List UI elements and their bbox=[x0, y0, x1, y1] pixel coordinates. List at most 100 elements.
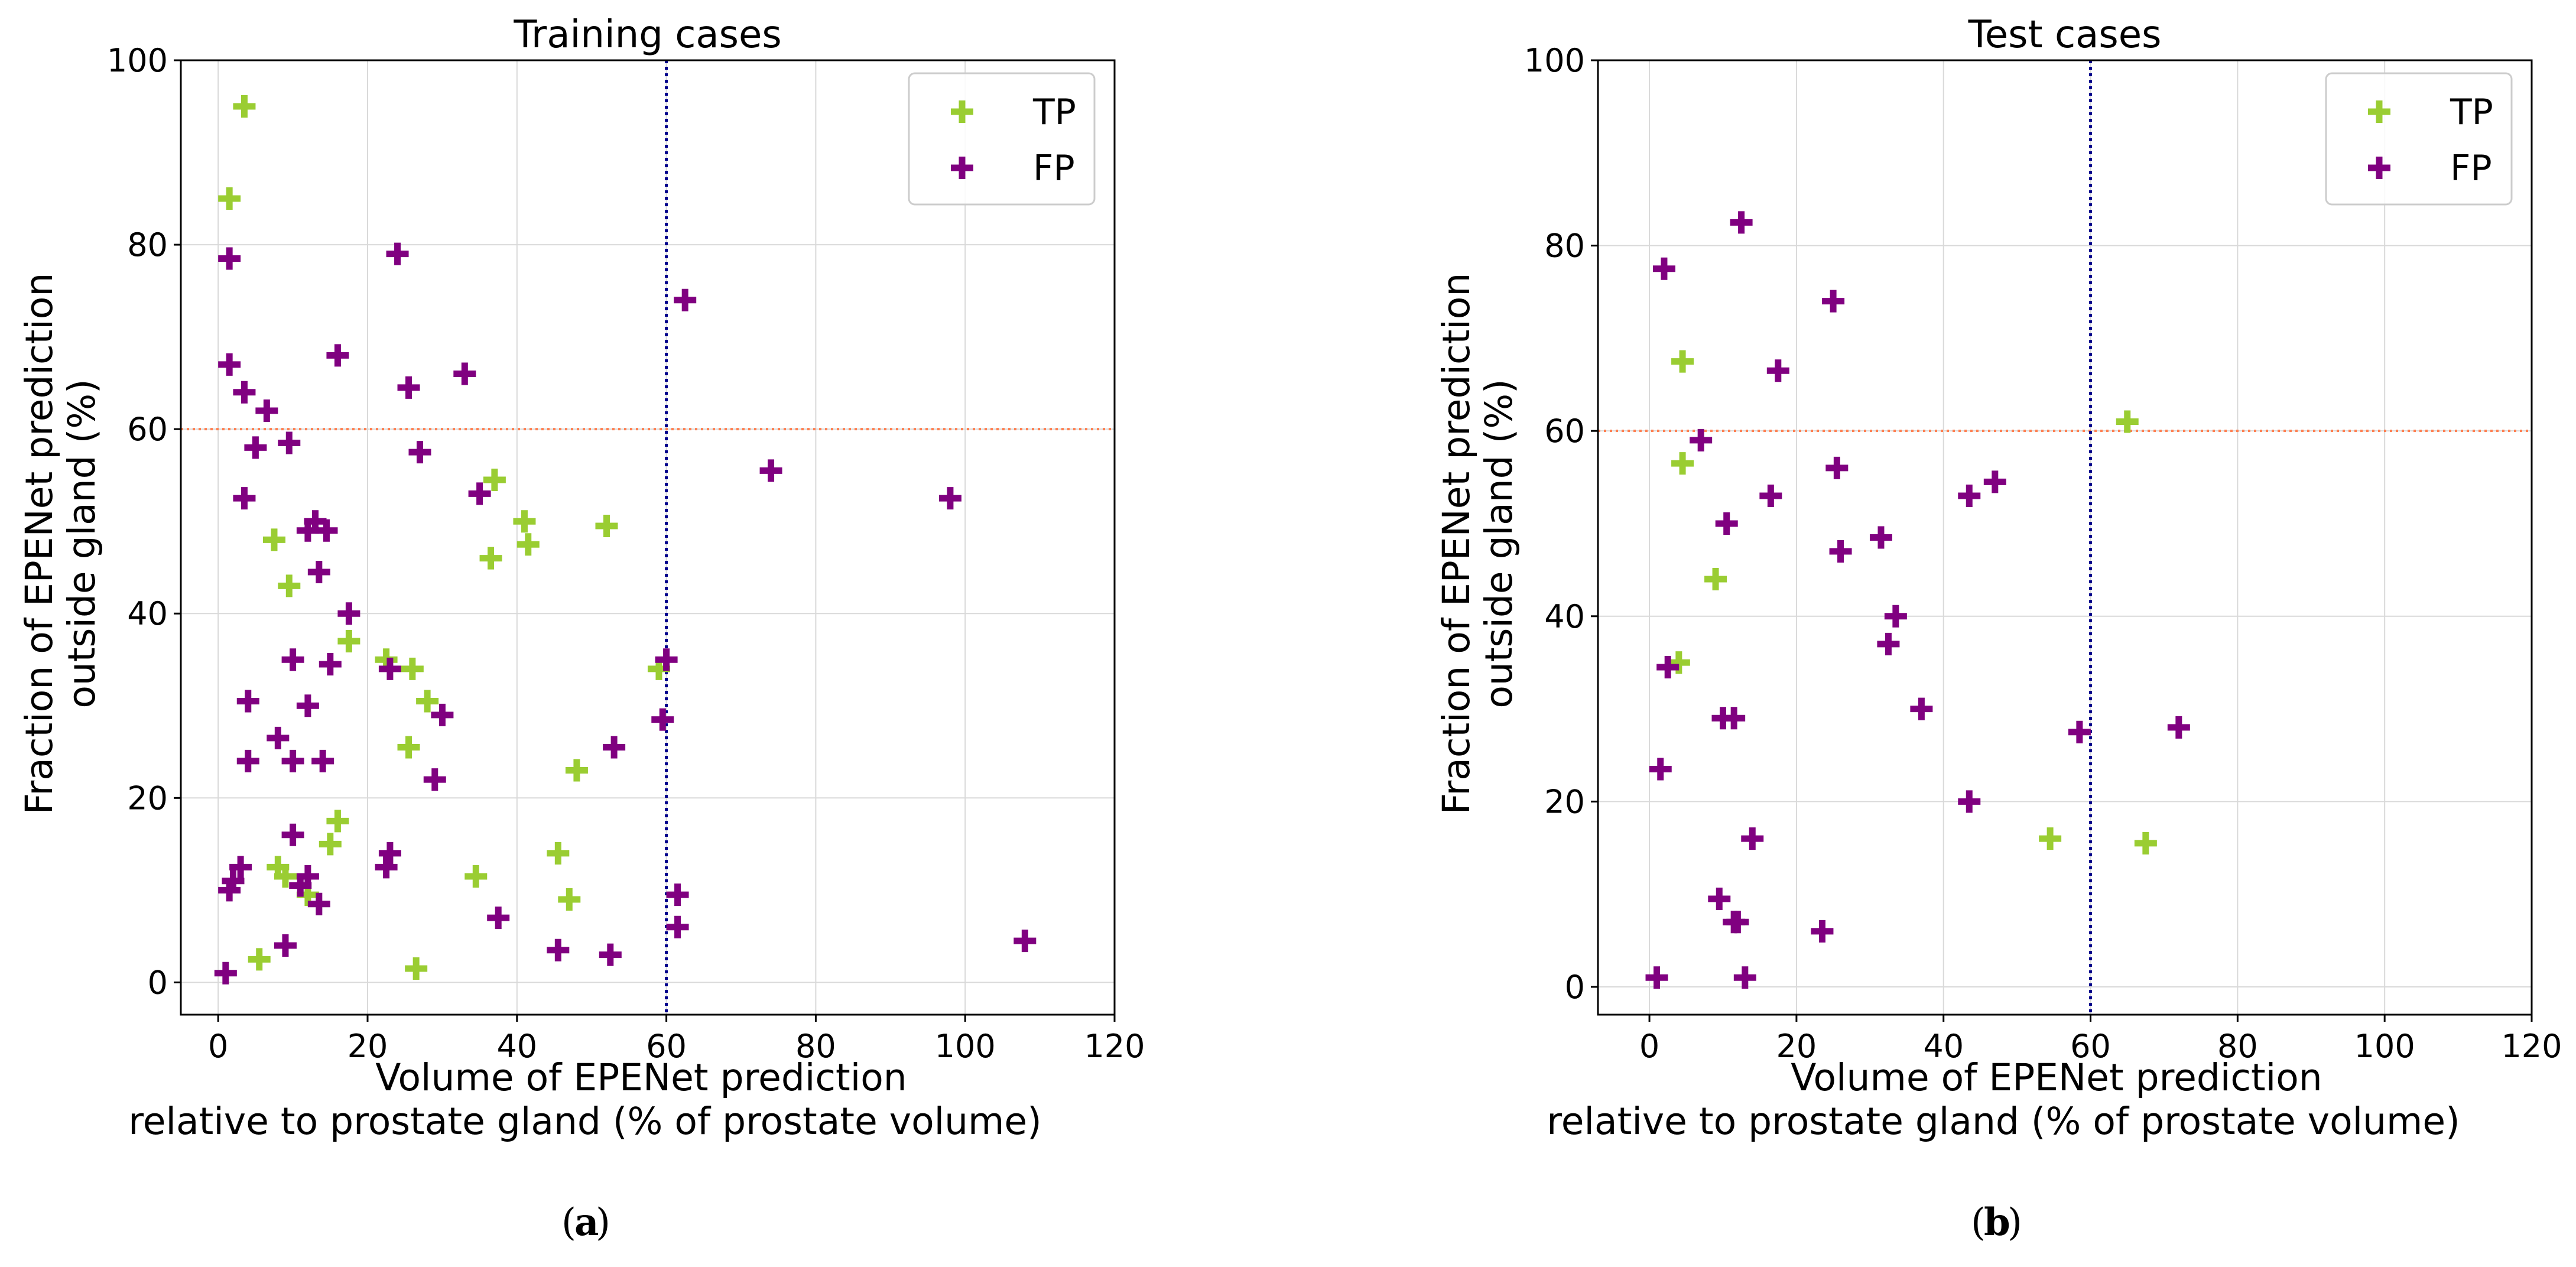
x-axis-label-line1: Volume of EPENet prediction bbox=[375, 1056, 907, 1099]
legend-label-tp: TP bbox=[1032, 92, 1076, 133]
caption: ( a ) bbox=[561, 1200, 610, 1245]
x-axis-label-line2: relative to prostate gland (% of prostat… bbox=[1547, 1100, 2460, 1143]
point-fp bbox=[233, 381, 256, 404]
point-tp bbox=[479, 547, 502, 570]
point-fp bbox=[378, 657, 401, 680]
caption-close: ) bbox=[2007, 1201, 2022, 1245]
point-tp bbox=[397, 736, 420, 759]
point-fp bbox=[666, 915, 689, 938]
point-fp bbox=[759, 459, 782, 482]
point-fp bbox=[1766, 359, 1789, 382]
point-fp bbox=[307, 892, 330, 915]
y-tick-label: 0 bbox=[1565, 969, 1585, 1006]
point-tp bbox=[517, 533, 540, 556]
legend-marker-fp bbox=[951, 157, 973, 179]
plot-frame bbox=[1597, 59, 2533, 1016]
point-fp bbox=[244, 436, 267, 459]
point-tp bbox=[483, 468, 506, 491]
legend-marker-tp bbox=[2368, 100, 2390, 123]
point-fp bbox=[603, 736, 626, 759]
point-fp bbox=[1649, 758, 1672, 781]
x-tick-label: 80 bbox=[2217, 1028, 2258, 1065]
data-points bbox=[214, 95, 1037, 985]
point-fp bbox=[326, 344, 349, 367]
point-tp bbox=[565, 759, 588, 782]
point-fp bbox=[1822, 290, 1845, 313]
point-tp bbox=[1704, 568, 1727, 591]
point-tp bbox=[2134, 831, 2157, 855]
legend-marker-tp bbox=[951, 100, 973, 123]
plot-frame bbox=[180, 59, 1116, 1016]
point-tp bbox=[401, 657, 424, 680]
point-fp bbox=[1829, 540, 1852, 563]
point-fp bbox=[1723, 707, 1746, 730]
point-tp bbox=[595, 514, 618, 537]
point-fp bbox=[315, 519, 338, 542]
x-axis-label-line1: Volume of EPENet prediction bbox=[1791, 1056, 2322, 1099]
reference-lines bbox=[181, 60, 1115, 1015]
caption-label: a bbox=[574, 1200, 599, 1245]
point-fp bbox=[1759, 484, 1782, 507]
point-fp bbox=[1730, 211, 1753, 234]
y-tick-label: 20 bbox=[1544, 783, 1585, 820]
point-fp bbox=[1884, 605, 1907, 628]
caption-close: ) bbox=[596, 1201, 610, 1245]
point-tp bbox=[337, 630, 360, 653]
point-fp bbox=[431, 703, 454, 726]
point-tp bbox=[513, 510, 536, 533]
point-fp bbox=[281, 648, 304, 671]
x-tick-label: 120 bbox=[2501, 1028, 2562, 1065]
point-fp bbox=[1877, 632, 1900, 655]
x-tick-label: 80 bbox=[795, 1028, 836, 1065]
point-fp bbox=[236, 690, 259, 713]
point-tp bbox=[263, 528, 285, 551]
point-fp bbox=[337, 602, 360, 625]
point-fp bbox=[2068, 720, 2091, 743]
point-tp bbox=[326, 810, 349, 833]
point-fp bbox=[468, 482, 491, 505]
y-axis-label-line2: outside gland (%) bbox=[60, 379, 103, 708]
point-fp bbox=[487, 907, 510, 930]
point-fp bbox=[229, 856, 252, 879]
caption-label: b bbox=[1984, 1200, 2010, 1245]
point-fp bbox=[547, 938, 570, 961]
x-tick-label: 100 bbox=[2354, 1028, 2415, 1065]
point-tp bbox=[274, 865, 297, 888]
point-fp bbox=[311, 749, 334, 772]
point-fp bbox=[236, 749, 259, 772]
legend-box bbox=[2325, 72, 2513, 206]
point-fp bbox=[1825, 456, 1849, 479]
point-fp bbox=[375, 856, 398, 879]
point-fp bbox=[1708, 888, 1731, 910]
x-tick-label: 60 bbox=[2070, 1028, 2111, 1065]
legend-marker-fp bbox=[2368, 157, 2390, 179]
point-fp bbox=[218, 353, 241, 376]
point-fp bbox=[423, 768, 446, 791]
point-fp bbox=[267, 726, 290, 749]
point-tp bbox=[547, 842, 570, 865]
legend-label-fp: FP bbox=[1033, 148, 1075, 189]
legend-label-fp: FP bbox=[2450, 148, 2492, 189]
x-tick-label: 20 bbox=[347, 1028, 388, 1065]
y-tick-label: 40 bbox=[1544, 598, 1585, 635]
y-tick-label: 40 bbox=[127, 595, 168, 632]
point-tp bbox=[233, 95, 256, 118]
point-fp bbox=[307, 561, 330, 584]
point-fp bbox=[296, 694, 319, 717]
chart-training-cases: 0 20 40 60 80 100 120 0 20 40 60 80 100 Training cas… bbox=[18, 13, 1145, 1245]
point-fp bbox=[255, 399, 278, 422]
legend-box bbox=[908, 72, 1096, 206]
point-fp bbox=[674, 288, 697, 311]
point-tp bbox=[1671, 452, 1694, 475]
point-tp bbox=[278, 574, 301, 597]
point-fp bbox=[1690, 428, 1713, 451]
chart-title: Test cases bbox=[1968, 13, 2162, 57]
point-fp bbox=[319, 653, 342, 676]
point-fp bbox=[274, 934, 297, 957]
point-fp bbox=[397, 376, 420, 399]
y-tick-label: 100 bbox=[1524, 42, 1585, 79]
point-tp bbox=[1671, 350, 1694, 373]
point-fp bbox=[1733, 966, 1756, 989]
x-tick-label: 0 bbox=[208, 1028, 228, 1065]
